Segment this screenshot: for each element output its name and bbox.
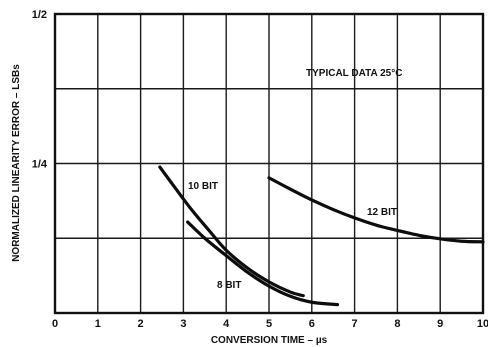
x-tick-label: 2 [138, 318, 144, 330]
x-tick-label: 10 [477, 318, 488, 330]
series-label-10-bit: 10 BIT [188, 181, 218, 192]
series-curve-10-bit [158, 165, 305, 298]
x-tick-label: 5 [266, 318, 272, 330]
x-tick-label: 6 [309, 318, 315, 330]
tick-layer: 0 1 2 3 4 5 6 7 8 9 10 1/4 1/2 [32, 9, 488, 330]
x-tick-label: 1 [95, 318, 101, 330]
series-curve-12-bit [267, 176, 485, 244]
series-label-12-bit: 12 BIT [367, 207, 397, 218]
curve-layer [158, 165, 485, 307]
x-tick-label: 0 [52, 318, 58, 330]
x-tick-label: 8 [394, 318, 400, 330]
typical-data-annotation: TYPICAL DATA 25°C [306, 68, 402, 79]
plot-frame [53, 12, 485, 315]
grid-layer [55, 14, 483, 313]
x-tick-label: 7 [352, 318, 358, 330]
series-curve-8-bit [186, 220, 340, 307]
x-tick-label: 4 [223, 318, 230, 330]
x-tick-label: 9 [437, 318, 443, 330]
x-axis-title: CONVERSION TIME – µs [211, 335, 328, 346]
series-label-8-bit: 8 BIT [217, 280, 241, 291]
y-tick-label: 1/4 [32, 159, 48, 171]
y-axis-title: NORMALIZED LINEARITY ERROR – LSBs [11, 64, 22, 262]
y-tick-label: 1/2 [32, 9, 47, 21]
x-tick-label: 3 [180, 318, 186, 330]
